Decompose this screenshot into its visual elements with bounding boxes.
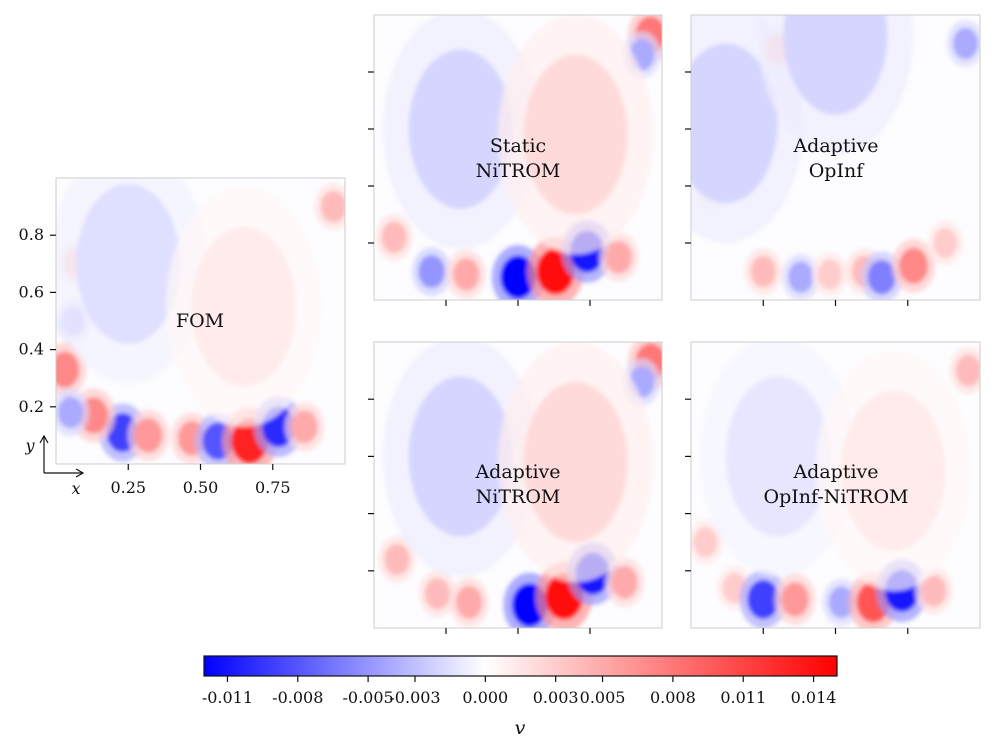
y-arrow-head bbox=[39, 434, 49, 444]
panel-title-adaptive-nitrom-line2: NiTROM bbox=[476, 486, 561, 508]
field-blob bbox=[455, 585, 483, 619]
field-blob bbox=[898, 247, 929, 284]
panel-title-adaptive-opinf-line2: OpInf bbox=[809, 160, 865, 182]
field-blob bbox=[76, 183, 181, 344]
colorbar-tick-label: -0.011 bbox=[202, 688, 253, 707]
panel-title-adaptive-opinf-nitrom-line2: OpInf-NiTROM bbox=[764, 486, 909, 508]
field-blob bbox=[817, 259, 842, 290]
field-blob bbox=[921, 574, 947, 607]
field-blob bbox=[841, 390, 946, 551]
panel-title-fom: FOM bbox=[176, 310, 224, 332]
field-blob bbox=[56, 351, 80, 388]
field-blob bbox=[500, 255, 536, 299]
panel-static-nitrom: Static NiTROM bbox=[373, 14, 663, 301]
colorbar-gradient bbox=[203, 655, 838, 677]
x-axis-label: x bbox=[71, 479, 80, 498]
panel-ticks bbox=[368, 71, 909, 634]
adaptive-opinf-field bbox=[691, 15, 980, 300]
colorbar-tick-label: 0.011 bbox=[720, 688, 766, 707]
field-blob bbox=[611, 565, 638, 599]
static-nitrom-field bbox=[374, 15, 662, 300]
field-blob bbox=[523, 54, 628, 215]
panel-fom: FOM bbox=[55, 177, 346, 465]
field-blob bbox=[788, 261, 814, 293]
field-blob bbox=[691, 43, 778, 204]
colorbar-tick-label: 0.014 bbox=[791, 688, 837, 707]
fom-axes: x y 0.25 0.50 0.75 0.2 0.4 0.6 0.8 bbox=[19, 225, 291, 498]
colorbar-tick-label: 0.008 bbox=[650, 688, 696, 707]
field-blob bbox=[320, 190, 345, 223]
field-blob bbox=[408, 376, 513, 537]
field-blob bbox=[452, 257, 480, 291]
y-axis-label: y bbox=[24, 436, 35, 455]
field-blob bbox=[933, 227, 958, 259]
field-blob bbox=[57, 396, 84, 429]
panel-title-static-nitrom-line2: NiTROM bbox=[476, 160, 561, 182]
colorbar-tick-label: 0.005 bbox=[580, 688, 626, 707]
panel-title-static-nitrom-line1: Static bbox=[490, 135, 546, 157]
field-blob bbox=[693, 527, 718, 558]
field-blob bbox=[750, 255, 776, 288]
panel-title-adaptive-nitrom-line1: Adaptive bbox=[474, 461, 560, 483]
field-blob bbox=[828, 586, 854, 619]
y-tick-label: 0.8 bbox=[19, 225, 44, 244]
y-tick-label: 0.6 bbox=[19, 282, 44, 301]
colorbar-tick-label: -0.003 bbox=[389, 688, 440, 707]
panel-adaptive-opinf: Adaptive OpInf bbox=[690, 14, 981, 301]
field-blob bbox=[424, 577, 450, 610]
colorbar-tick-label: 0.003 bbox=[533, 688, 579, 707]
adaptive-opinf-nitrom-field bbox=[691, 342, 980, 628]
field-blob bbox=[781, 582, 809, 617]
fom-field bbox=[56, 178, 345, 464]
colorbar-tick-label: -0.008 bbox=[272, 688, 323, 707]
colorbar: -0.011 -0.008 -0.005-0.003 0.000 0.003 0.005 0… bbox=[202, 655, 838, 739]
x-arrow-head bbox=[75, 468, 85, 478]
adaptive-nitrom-field bbox=[374, 342, 662, 628]
x-tick-label: 0.25 bbox=[110, 478, 146, 497]
colorbar-tick-label: 0.000 bbox=[462, 688, 508, 707]
field-blob bbox=[408, 49, 513, 209]
panel-adaptive-opinf-nitrom: Adaptive OpInf-NiTROM bbox=[690, 341, 981, 629]
y-tick-label: 0.4 bbox=[19, 340, 44, 359]
field-blob bbox=[952, 27, 979, 60]
field-blob bbox=[523, 382, 628, 543]
colorbar-label: v bbox=[515, 717, 526, 739]
field-blob bbox=[384, 543, 410, 576]
field-blob bbox=[747, 579, 780, 619]
x-tick-label: 0.75 bbox=[255, 478, 291, 497]
field-blob bbox=[134, 418, 163, 453]
x-tick-label: 0.50 bbox=[183, 478, 219, 497]
field-blob bbox=[191, 226, 296, 387]
field-blob bbox=[783, 15, 888, 115]
field-blob bbox=[291, 410, 318, 444]
field-blob bbox=[381, 221, 407, 254]
field-blob bbox=[725, 376, 830, 537]
field-blob bbox=[418, 254, 445, 289]
y-tick-label: 0.2 bbox=[19, 397, 44, 416]
colorbar-ticks: -0.011 -0.008 -0.005-0.003 0.000 0.003 0.005 0… bbox=[202, 676, 837, 707]
field-blob bbox=[605, 240, 633, 274]
field-blob bbox=[955, 354, 980, 387]
panel-title-adaptive-opinf-line1: Adaptive bbox=[792, 135, 878, 157]
panel-title-adaptive-opinf-nitrom-line1: Adaptive bbox=[792, 461, 878, 483]
field-blob bbox=[867, 259, 896, 295]
colorbar-tick-label: -0.005 bbox=[343, 688, 394, 707]
panel-adaptive-nitrom: Adaptive NiTROM bbox=[373, 341, 663, 629]
